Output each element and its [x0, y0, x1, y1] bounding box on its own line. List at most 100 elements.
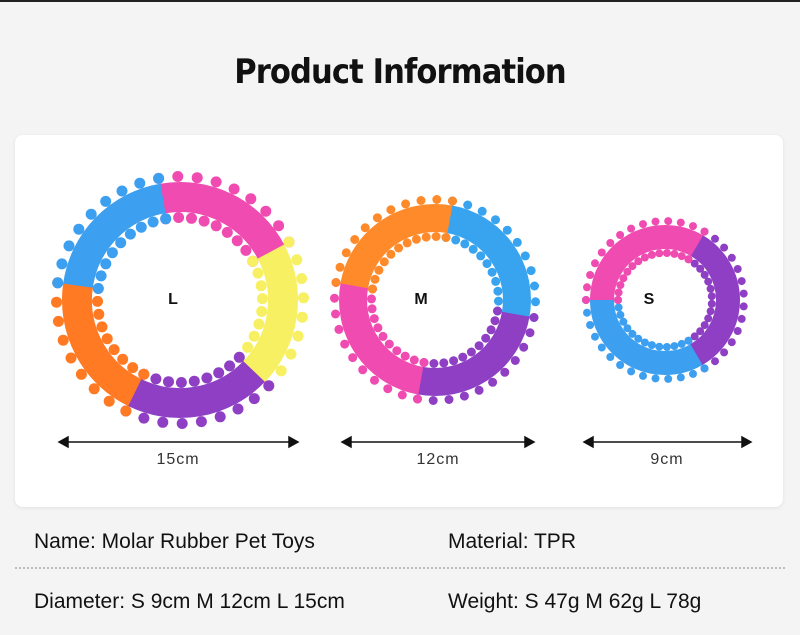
- ring-segment: [589, 299, 703, 376]
- ring-spike: [100, 258, 112, 270]
- ring-spike: [526, 266, 536, 276]
- ring-spike: [285, 348, 297, 360]
- product-diameter: Diameter: S 9cm M 12cm L 15cm: [34, 590, 345, 613]
- ring-spike: [348, 353, 358, 363]
- ring-spike: [283, 236, 295, 248]
- ring-spike: [135, 221, 147, 233]
- ring-label-small: S: [643, 291, 655, 308]
- ring-spike: [664, 374, 673, 383]
- ring-spike: [583, 283, 591, 292]
- ring-spike: [510, 356, 520, 365]
- ring-spike: [651, 374, 660, 383]
- ring-spike: [429, 359, 439, 368]
- ring-spike: [606, 239, 615, 247]
- ring-spike: [273, 220, 285, 232]
- ring-spike: [103, 395, 115, 407]
- ring-segment: [340, 204, 453, 289]
- ring-spike: [519, 342, 529, 352]
- product-material: Material: TPR: [448, 530, 576, 553]
- dimension-label-medium: 12cm: [416, 451, 460, 468]
- ring-segment: [689, 235, 740, 366]
- ring-spike: [460, 239, 470, 249]
- ring-spike: [586, 271, 595, 279]
- ring-spike: [639, 220, 647, 229]
- ring-spike: [676, 218, 685, 227]
- ring-spike: [379, 257, 389, 267]
- ring-spike: [150, 373, 162, 385]
- ring-spike: [368, 284, 377, 294]
- ring-spike: [662, 249, 671, 257]
- ring-spike: [372, 213, 382, 223]
- ring-spike: [689, 369, 697, 378]
- ring-spike: [370, 375, 379, 385]
- ring-spike: [401, 199, 411, 209]
- ring-spike: [233, 351, 245, 363]
- ring-spike: [416, 196, 426, 205]
- ring-spike: [670, 342, 679, 351]
- ring-spike: [616, 361, 625, 369]
- ring-spike: [628, 329, 637, 338]
- ring-spike: [92, 283, 104, 294]
- ring-spike: [263, 380, 275, 392]
- ring-spike: [255, 280, 267, 292]
- ring-spike: [494, 296, 503, 306]
- ring-spike: [124, 228, 136, 240]
- ring-spike: [431, 232, 441, 241]
- ring-large: [51, 171, 309, 429]
- ring-spike: [677, 252, 686, 261]
- ring-label-large: L: [168, 291, 178, 308]
- ring-spike: [530, 281, 539, 291]
- ring-spike: [334, 324, 344, 334]
- ring-spike: [224, 360, 236, 372]
- ring-spike: [700, 270, 709, 279]
- ring-spike: [160, 213, 172, 225]
- ring-spike: [444, 395, 454, 404]
- ring-spike: [419, 358, 429, 367]
- ring-spike: [474, 341, 484, 351]
- ring-spike: [690, 259, 699, 268]
- ring-spike: [378, 331, 388, 341]
- rings-illustration: [51, 171, 753, 449]
- ring-small: [582, 217, 748, 383]
- ring-spike: [163, 376, 174, 388]
- ring-spike: [210, 220, 222, 232]
- ring-spike: [214, 411, 226, 423]
- ring-spike: [231, 235, 243, 247]
- ring-spike: [108, 344, 120, 356]
- ring-spike: [720, 243, 729, 252]
- ring-spike: [737, 314, 746, 323]
- ring-spike: [463, 200, 473, 210]
- ring-spike: [647, 250, 656, 259]
- ring-spike: [582, 296, 590, 304]
- ring-spike: [655, 342, 664, 351]
- ring-spike: [292, 330, 304, 342]
- ring-spike: [96, 321, 108, 333]
- ring-spike: [647, 341, 656, 350]
- ring-spike: [696, 327, 705, 336]
- ring-spike: [257, 293, 268, 305]
- ring-spike: [482, 259, 492, 269]
- ring-spike: [619, 274, 628, 283]
- arrow-right-icon: [741, 435, 753, 449]
- ring-spike: [341, 248, 351, 258]
- ring-spike: [640, 338, 649, 347]
- ring-spike: [441, 233, 451, 242]
- ring-spike: [720, 348, 729, 357]
- ring-spike: [296, 273, 308, 285]
- ring-spike: [525, 328, 535, 338]
- ring-spike: [689, 222, 697, 231]
- ring-spike: [733, 327, 742, 335]
- ring-spike: [157, 416, 169, 428]
- ring-spike: [134, 177, 146, 189]
- ring-spike: [481, 333, 491, 343]
- ring-spike: [240, 244, 252, 256]
- ring-spike: [700, 227, 709, 236]
- ring-spike: [409, 355, 419, 365]
- ring-spike: [248, 393, 260, 405]
- ring-spike: [459, 391, 469, 401]
- ring-spike: [93, 308, 105, 320]
- ring-spike: [52, 277, 64, 289]
- ring-spike: [138, 368, 150, 380]
- ring-spike: [466, 347, 476, 357]
- ring-spike: [623, 267, 632, 276]
